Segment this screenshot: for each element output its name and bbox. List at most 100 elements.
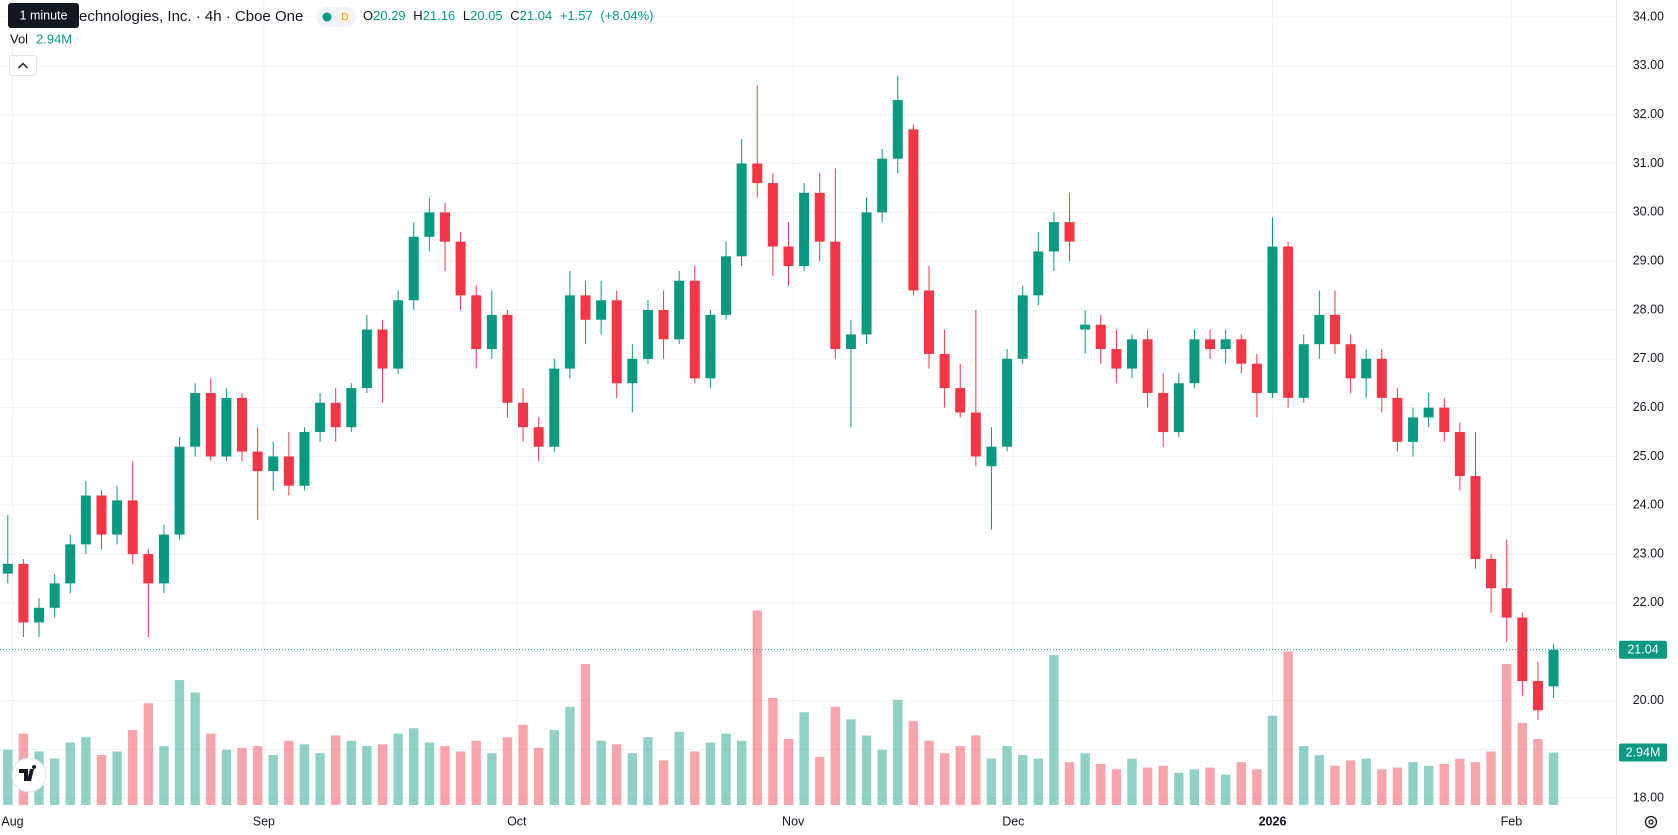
volume-bar — [112, 751, 122, 805]
x-tick-label: Dec — [1002, 814, 1024, 828]
volume-bar — [1314, 755, 1325, 805]
settings-icon[interactable] — [1644, 815, 1658, 829]
volume-bar — [299, 744, 310, 805]
candle-body — [49, 583, 60, 608]
candle-body — [221, 397, 232, 457]
close-value: 21.04 — [520, 8, 553, 23]
volume-bar — [455, 751, 466, 805]
high-label: H — [413, 8, 422, 23]
volume-bar — [721, 733, 731, 805]
low-value: 20.05 — [470, 8, 503, 23]
volume-bar — [1127, 758, 1137, 805]
y-tick-label: 34.00 — [1633, 9, 1664, 23]
candle-body — [564, 295, 575, 369]
candle-body — [283, 456, 294, 486]
candle-body — [1329, 314, 1340, 345]
candle-body — [1408, 417, 1419, 442]
volume-bar — [518, 724, 528, 805]
volume-bar — [174, 680, 185, 805]
y-tick-label: 25.00 — [1633, 449, 1664, 463]
volume-bar — [393, 733, 403, 805]
volume-bar — [955, 746, 965, 805]
tradingview-logo[interactable] — [11, 757, 47, 793]
candle-body — [439, 212, 450, 242]
volume-bar — [1408, 762, 1418, 805]
candle-body — [471, 295, 482, 350]
candle-body — [299, 432, 310, 486]
overlay: 21.04 2.94M — [0, 640, 1667, 762]
open-value: 20.29 — [373, 8, 406, 23]
status-badge[interactable]: D — [316, 7, 356, 27]
candle-body — [1064, 222, 1075, 242]
volume-bar — [1002, 746, 1012, 805]
last-volume-label: 2.94M — [1626, 745, 1661, 759]
volume-bar — [830, 706, 841, 805]
volume-bar — [1096, 763, 1106, 805]
volume-bar — [81, 737, 91, 805]
candle-body — [1173, 383, 1184, 433]
y-tick-label: 22.00 — [1633, 595, 1664, 609]
y-tick-label: 33.00 — [1633, 58, 1664, 72]
volume-bar — [596, 740, 606, 805]
volume-bar — [1033, 758, 1043, 805]
gear-center — [1648, 819, 1654, 825]
volume-bar — [986, 758, 997, 805]
candle-body — [1454, 432, 1465, 476]
volume-bar — [1142, 767, 1153, 805]
x-tick-label: Sep — [253, 814, 275, 828]
volume-bar — [752, 610, 762, 805]
candle-body — [845, 334, 856, 350]
candle-body — [580, 295, 591, 320]
candle-body — [1392, 397, 1403, 442]
volume-bar — [1220, 774, 1231, 805]
volume-bar — [377, 744, 388, 805]
symbol-title: echnologies, Inc. · 4h · Cboe One — [79, 8, 303, 25]
tooltip-text: 1 minute — [20, 8, 68, 22]
candles — [2, 75, 1559, 721]
candle-body — [627, 358, 638, 384]
candle-body — [315, 402, 326, 433]
volume-bar — [1049, 655, 1059, 805]
volume-bar — [1111, 769, 1122, 805]
volume-bar — [49, 758, 60, 805]
candle-body — [143, 554, 154, 584]
candle-body — [158, 534, 169, 584]
volume-legend-value: 2.94M — [36, 31, 72, 46]
candle-body — [96, 495, 107, 535]
volume-bar — [549, 730, 559, 805]
volume-bar — [1517, 722, 1528, 805]
candle-body — [1236, 339, 1247, 364]
tooltip-bg — [8, 3, 79, 28]
volume-bar — [1502, 664, 1512, 805]
x-tick-label: Aug — [1, 814, 23, 828]
volume-bar — [705, 742, 716, 805]
ohlc-legend: O20.29 H21.16 L20.05 C21.04 +1.57 (+8.04… — [363, 8, 653, 23]
candle-body — [861, 212, 872, 335]
candle-body — [1501, 588, 1512, 618]
y-tick-label: 18.00 — [1633, 790, 1664, 804]
volume-bar — [674, 731, 684, 805]
volume-bar — [221, 749, 232, 805]
volume-bar — [877, 749, 887, 805]
candle-body — [190, 392, 201, 447]
candle-body — [502, 314, 513, 403]
candle-body — [877, 158, 888, 213]
volume-bar — [939, 753, 950, 805]
volume-bar — [1486, 751, 1496, 805]
interval-badge: D — [341, 12, 348, 23]
candle-body — [705, 314, 716, 379]
candle-body — [549, 368, 560, 447]
candle-body — [783, 246, 794, 267]
x-tick-label: 2026 — [1259, 814, 1287, 828]
candle-body — [658, 310, 669, 340]
candle-body — [1017, 295, 1028, 359]
volume-bar — [1345, 760, 1356, 805]
collapse-button[interactable] — [9, 55, 37, 76]
y-tick-label: 24.00 — [1633, 498, 1664, 512]
candle-body — [924, 290, 935, 354]
volume-bar — [1018, 755, 1028, 805]
volume-bar — [346, 740, 356, 805]
candle-body — [799, 192, 810, 267]
candle-body — [1002, 358, 1013, 447]
